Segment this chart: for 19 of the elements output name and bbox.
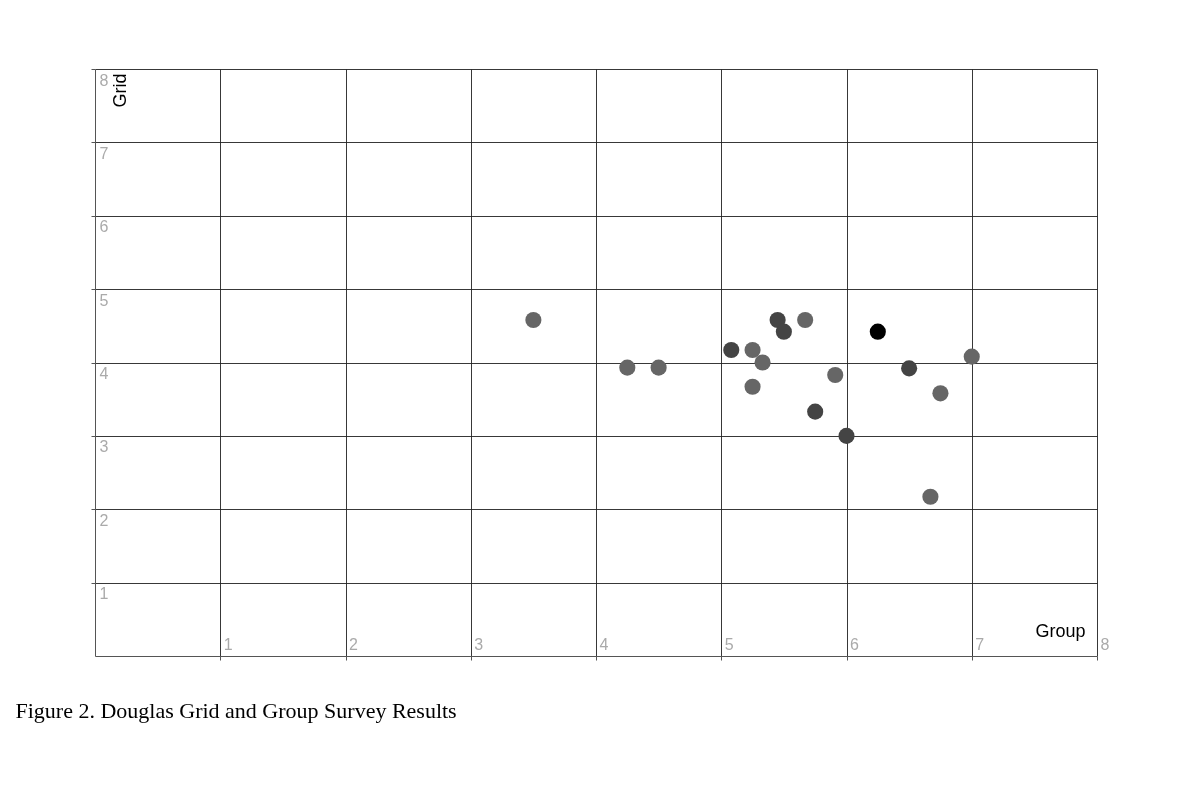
x-axis-title: Group [1035,620,1086,641]
y-tick-label: 5 [99,291,109,309]
y-tick-label: 1 [99,585,109,603]
y-tick-label: 3 [99,438,109,456]
x-tick-label: 6 [850,635,859,653]
x-tick-label: 5 [724,635,734,653]
text: Figure 2. Douglas Grid and Group Survey Results [15,697,457,723]
x-tick-label: 8 [1100,635,1110,653]
y-tick-label: 8 [99,71,109,89]
x-tick-label: 4 [599,635,609,653]
y-tick-label: 7 [99,144,109,162]
x-tick-label: 1 [223,635,233,653]
y-axis-title: Grid [109,73,130,108]
y-tick-label: 2 [99,511,109,529]
y-tick-label: 6 [99,218,109,236]
x-tick-label: 7 [975,635,985,653]
x-tick-label: 3 [474,635,484,653]
y-tick-label: 4 [99,365,109,382]
x-tick-label: 2 [349,635,358,653]
